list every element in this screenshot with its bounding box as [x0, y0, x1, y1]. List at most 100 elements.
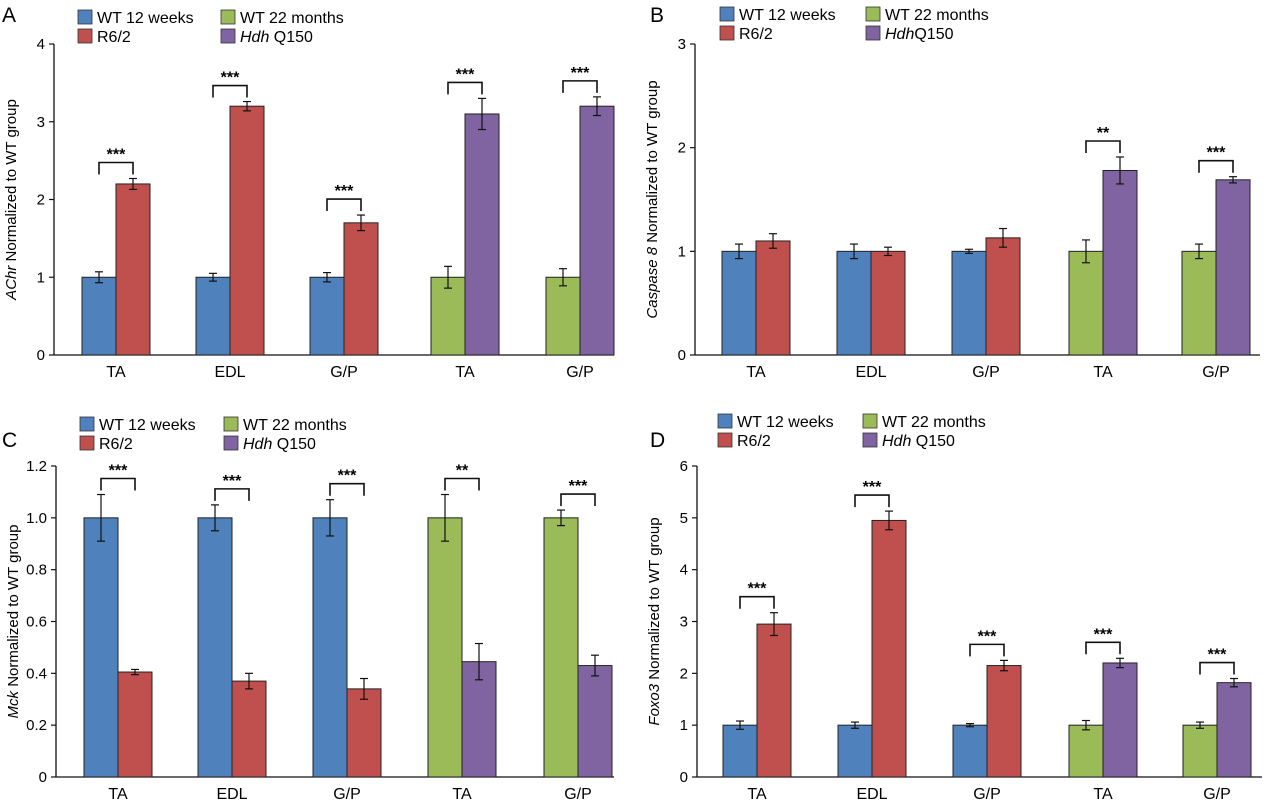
x-category-label: G/P: [973, 786, 1001, 800]
panel-B: B Caspase 8 Normalized to WT group 0 1 2 3 TA E…: [644, 4, 1260, 381]
bar-control: [1068, 724, 1104, 778]
legend-swatch: [79, 416, 95, 432]
x-category-label: G/P: [564, 786, 592, 800]
bar-model: [117, 671, 153, 778]
legend-item: R6/2: [79, 435, 133, 453]
legend-label: HdhQ150: [885, 26, 954, 43]
legend-swatch: [77, 9, 93, 25]
x-category-label: EDL: [216, 786, 247, 800]
bar-control: [722, 724, 758, 778]
panel-D: D Foxo3 Normalized to WT group 0 1 2 3 4 5 6 *** T…: [646, 413, 1262, 800]
bar-model: [985, 237, 1021, 356]
legend-label: R6/2: [739, 26, 773, 43]
bar-model: [231, 680, 267, 778]
y-tick-label: 3: [678, 36, 686, 53]
legend-swatch: [220, 9, 236, 25]
x-category-label: G/P: [972, 364, 1000, 381]
bar-model: [577, 665, 613, 778]
x-category-label: EDL: [856, 786, 887, 800]
x-category-label: G/P: [1203, 786, 1231, 800]
bar-model: [1215, 179, 1251, 356]
significance-stars: **: [456, 463, 469, 480]
legend-label: Hdh Q150: [882, 433, 955, 450]
legend-swatch: [717, 432, 733, 448]
y-axis-title-gene: Foxo3: [646, 683, 663, 725]
legend-label-italic: Hdh: [882, 433, 911, 450]
bar-control: [312, 517, 348, 778]
x-category-label: G/P: [333, 786, 361, 800]
y-tick-label: 6: [680, 458, 688, 475]
significance-bracket: [1085, 641, 1121, 655]
y-axis-title-rest: Normalized to WT group: [5, 525, 22, 691]
bar-control: [81, 276, 117, 356]
legend-label: WT 12 weeks: [97, 10, 194, 27]
bar-model: [229, 105, 265, 356]
significance-stars: ***: [1207, 145, 1226, 162]
y-tick-label: 2: [680, 665, 688, 682]
significance-stars: ***: [109, 463, 128, 480]
legend-item: WT 12 weeks: [719, 6, 836, 24]
legend-label-text: WT 22 months: [882, 414, 986, 431]
bar-control: [195, 276, 231, 356]
legend-label: WT 22 months: [882, 414, 986, 431]
legend-item: WT 22 months: [220, 9, 344, 27]
y-axis-title: Foxo3 Normalized to WT group: [646, 517, 663, 725]
x-category-label: EDL: [214, 364, 245, 381]
y-tick-label: 0: [680, 769, 688, 786]
significance-stars: ***: [571, 65, 590, 82]
significance-stars: ***: [1094, 626, 1113, 643]
y-tick-label: 0: [39, 769, 47, 786]
bar-model: [986, 665, 1022, 778]
panel-label: B: [650, 4, 664, 27]
bar-control: [837, 724, 873, 778]
bar-control: [83, 517, 119, 778]
bar-control: [309, 276, 345, 356]
y-tick-label: 1: [37, 269, 45, 286]
significance-stars: ***: [221, 70, 240, 87]
legend-label-text: R6/2: [739, 26, 773, 43]
x-category-label: TA: [108, 786, 128, 800]
bar-control: [543, 517, 579, 778]
bar-control: [1181, 250, 1217, 356]
panel-label: C: [2, 429, 17, 452]
y-tick-label: 4: [680, 562, 688, 579]
y-tick-label: 1.2: [26, 458, 47, 475]
legend-label-text: R6/2: [97, 29, 131, 46]
significance-bracket: [739, 595, 775, 609]
x-category-label: EDL: [855, 364, 886, 381]
legend-label-text: Q150: [914, 26, 953, 43]
bar-model: [464, 113, 500, 356]
legend-label-text: Q150: [272, 436, 316, 453]
y-tick-label: 3: [37, 114, 45, 131]
legend-swatch: [865, 6, 881, 22]
legend-label-text: WT 12 weeks: [97, 10, 194, 27]
significance-bracket: [1085, 140, 1121, 153]
y-axis-title-rest: Normalized to WT group: [644, 80, 661, 246]
legend-label: WT 12 weeks: [99, 417, 196, 434]
y-tick-label: 0.4: [26, 665, 47, 682]
significance-stars: ***: [863, 479, 882, 496]
legend-label-italic: Hdh: [240, 29, 269, 46]
bar-model: [579, 105, 615, 356]
legend-label-text: WT 12 weeks: [737, 414, 834, 431]
legend-swatch: [717, 413, 733, 429]
legend-label-text: R6/2: [99, 436, 133, 453]
y-tick-label: 1: [680, 717, 688, 734]
significance-bracket: [444, 477, 480, 491]
significance-bracket: [562, 80, 598, 93]
x-category-label: TA: [452, 786, 472, 800]
x-category-label: G/P: [1202, 364, 1230, 381]
legend-label-text: WT 22 months: [243, 417, 347, 434]
legend-label-text: WT 22 months: [885, 7, 989, 24]
legend-item: WT 12 weeks: [717, 413, 834, 431]
legend-swatch: [223, 435, 239, 451]
significance-stars: ***: [223, 473, 242, 490]
x-category-label: TA: [746, 364, 766, 381]
significance-stars: ***: [338, 468, 357, 485]
x-category-label: G/P: [330, 364, 358, 381]
significance-stars: ***: [978, 628, 997, 645]
y-axis-title: AChr Normalized to WT group: [3, 99, 20, 301]
legend-swatch: [220, 28, 236, 44]
legend-swatch: [79, 435, 95, 451]
bar-model: [115, 183, 151, 356]
